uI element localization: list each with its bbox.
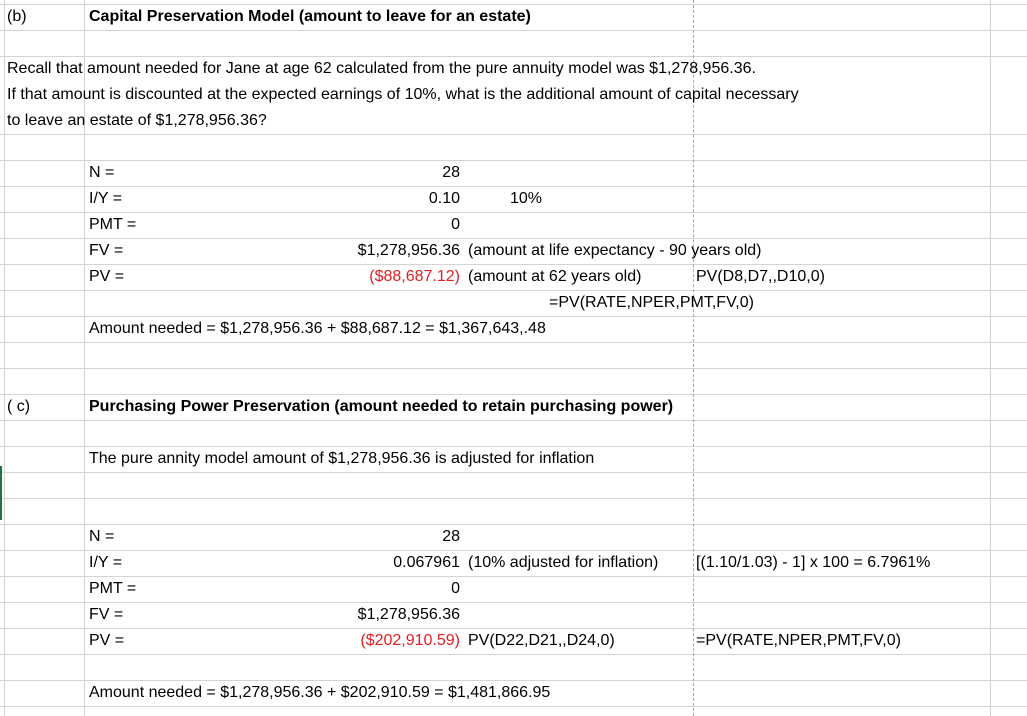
gridline	[0, 472, 1027, 473]
section-c-label[interactable]: ( c)	[7, 398, 31, 415]
gridline	[0, 264, 1027, 265]
row-label-pv[interactable]: PV =	[89, 268, 125, 285]
section-b-paragraph-line[interactable]: to leave an estate of $1,278,956.36?	[7, 112, 267, 129]
cell-value-iy[interactable]: 0.067961	[393, 554, 460, 571]
active-cell-indicator	[0, 466, 2, 520]
gridline	[0, 602, 1027, 603]
gridline	[0, 680, 1027, 681]
gridline	[990, 0, 991, 716]
gridline	[0, 56, 1027, 57]
row-label-pmt[interactable]: PMT =	[89, 216, 137, 233]
cell-formula-text[interactable]: =PV(RATE,NPER,PMT,FV,0)	[549, 294, 754, 311]
gridline	[0, 576, 1027, 577]
cell-value-pmt[interactable]: 0	[451, 580, 460, 597]
cell-value-fv[interactable]: $1,278,956.36	[357, 606, 460, 623]
row-label-n[interactable]: N =	[89, 528, 115, 545]
amount-needed-b[interactable]: Amount needed = $1,278,956.36 + $88,687.…	[89, 320, 546, 337]
cell-value-fv[interactable]: $1,278,956.36	[357, 242, 460, 259]
row-label-n[interactable]: N =	[89, 164, 115, 181]
gridline	[4, 0, 5, 716]
section-c-paragraph[interactable]: The pure annity model amount of $1,278,9…	[89, 450, 595, 467]
cell-value-pv[interactable]: ($88,687.12)	[369, 268, 460, 285]
cell-value-n[interactable]: 28	[442, 528, 460, 545]
cell-value-pv[interactable]: ($202,910.59)	[360, 632, 460, 649]
cell-extra-iy[interactable]: [(1.10/1.03) - 1] x 100 = 6.7961%	[696, 554, 931, 571]
gridline	[0, 4, 1027, 5]
gridline	[0, 654, 1027, 655]
cell-value-iy[interactable]: 0.10	[428, 190, 460, 207]
cell-note-iy[interactable]: (10% adjusted for inflation)	[468, 554, 659, 571]
cell-note-iy[interactable]: 10%	[510, 190, 543, 207]
cell-value-n[interactable]: 28	[442, 164, 460, 181]
amount-needed-c[interactable]: Amount needed = $1,278,956.36 + $202,910…	[89, 684, 551, 701]
row-label-pmt[interactable]: PMT =	[89, 580, 137, 597]
gridline	[0, 290, 1027, 291]
section-c-title[interactable]: Purchasing Power Preservation (amount ne…	[89, 398, 674, 415]
section-b-label[interactable]: (b)	[7, 8, 27, 25]
cell-note-fv[interactable]: (amount at life expectancy - 90 years ol…	[468, 242, 762, 259]
gridline	[0, 628, 1027, 629]
gridline	[0, 706, 1027, 707]
gridline	[0, 186, 1027, 187]
gridline	[0, 30, 1027, 31]
gridline	[0, 394, 1027, 395]
gridline	[0, 498, 1027, 499]
row-label-fv[interactable]: FV =	[89, 242, 124, 259]
gridline	[0, 238, 1027, 239]
section-b-title[interactable]: Capital Preservation Model (amount to le…	[89, 8, 531, 25]
gridline	[0, 368, 1027, 369]
row-label-iy[interactable]: I/Y =	[89, 190, 123, 207]
cell-note-pv[interactable]: (amount at 62 years old)	[468, 268, 642, 285]
gridline	[0, 342, 1027, 343]
section-b-paragraph-line[interactable]: If that amount is discounted at the expe…	[7, 86, 799, 103]
section-b-paragraph-line[interactable]: Recall that amount needed for Jane at ag…	[7, 60, 756, 77]
page-break-line	[693, 0, 694, 716]
row-label-fv[interactable]: FV =	[89, 606, 124, 623]
cell-formula-pv[interactable]: =PV(RATE,NPER,PMT,FV,0)	[696, 632, 901, 649]
gridline	[0, 134, 1027, 135]
cell-formula-pv[interactable]: PV(D8,D7,,D10,0)	[696, 268, 825, 285]
gridline	[0, 420, 1027, 421]
cell-note-pv[interactable]: PV(D22,D21,,D24,0)	[468, 632, 615, 649]
row-label-pv[interactable]: PV =	[89, 632, 125, 649]
cell-value-pmt[interactable]: 0	[451, 216, 460, 233]
gridline	[0, 446, 1027, 447]
gridline	[0, 524, 1027, 525]
gridline	[0, 316, 1027, 317]
gridline	[0, 160, 1027, 161]
gridline	[84, 0, 85, 716]
gridline	[0, 212, 1027, 213]
gridline	[0, 550, 1027, 551]
row-label-iy[interactable]: I/Y =	[89, 554, 123, 571]
